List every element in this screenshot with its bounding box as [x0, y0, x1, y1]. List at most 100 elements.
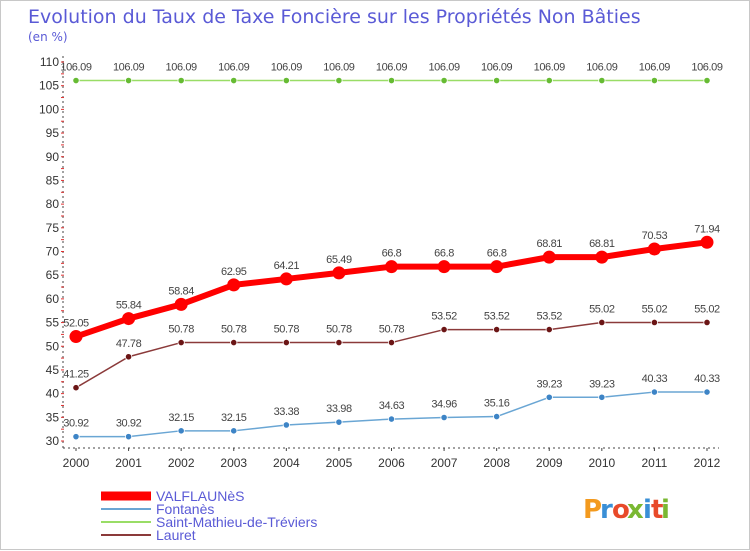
data-label: 47.78: [116, 338, 142, 350]
data-label: 32.15: [168, 412, 194, 424]
data-label: 66.8: [434, 248, 454, 260]
logo-letter: i: [661, 495, 670, 525]
series-2: 106.09 106.09 106.09 106.09 106.09 106.09 106.…: [60, 62, 723, 85]
data-point: [490, 260, 504, 274]
data-point: [387, 338, 396, 347]
data-point: [437, 260, 451, 274]
y-tick-label: 50: [46, 339, 60, 353]
data-point: [279, 272, 293, 286]
chart-title: Evolution du Taux de Taxe Foncière sur l…: [28, 6, 641, 28]
data-point: [230, 76, 238, 85]
x-tick-label: 2000: [63, 456, 90, 470]
data-point: [440, 413, 448, 422]
data-point: [545, 76, 553, 85]
data-point: [703, 388, 711, 396]
data-point: [282, 76, 290, 85]
data-point: [177, 76, 185, 85]
x-tick-label: 2005: [326, 456, 353, 470]
data-point: [124, 76, 133, 85]
data-label: 66.8: [382, 248, 402, 260]
data-label: 58.84: [168, 285, 194, 297]
data-label: 33.38: [274, 406, 300, 418]
data-point: [493, 412, 501, 421]
data-point: [647, 242, 661, 256]
data-point: [230, 427, 238, 435]
legend-label: Lauret: [156, 527, 196, 543]
x-tick-label: 2003: [220, 456, 247, 470]
data-label: 106.09: [271, 62, 303, 74]
data-label: 50.78: [379, 324, 405, 336]
data-point: [282, 338, 290, 347]
proxiti-logo: Pr ox i ti: [583, 495, 670, 525]
data-label: 39.23: [536, 378, 562, 390]
data-label: 106.09: [218, 62, 250, 74]
data-point: [72, 433, 80, 441]
data-point: [542, 250, 556, 264]
data-label: 30.92: [63, 418, 89, 430]
logo-letter: r: [600, 495, 613, 525]
data-label: 50.78: [221, 324, 247, 336]
data-label: 35.16: [484, 398, 510, 410]
x-tick-label: 2011: [642, 456, 668, 470]
data-point: [335, 418, 343, 426]
data-label: 53.52: [431, 311, 457, 323]
data-point: [650, 76, 659, 85]
y-tick-label: 85: [46, 173, 60, 187]
y-tick-label: 90: [46, 150, 60, 164]
data-point: [545, 393, 553, 401]
data-label: 34.96: [431, 399, 457, 411]
data-label: 71.94: [694, 223, 720, 235]
x-tick-label: 2001: [115, 456, 142, 470]
y-tick-label: 105: [39, 79, 59, 93]
logo-letter: i: [643, 495, 652, 525]
y-tick-label: 55: [46, 316, 60, 330]
y-tick-label: 35: [46, 410, 60, 424]
data-point: [493, 76, 501, 85]
data-label: 40.33: [642, 373, 668, 385]
x-tick-label: 2006: [378, 456, 405, 470]
legend-label: Saint-Mathieu-de-Tréviers: [156, 514, 317, 530]
series-0: 52.05 55.84 58.84 62.95 64.21 65.49 66.8 66.8 66…: [63, 223, 720, 344]
data-label: 53.52: [536, 311, 562, 323]
legend-label: VALFLAUNèS: [156, 488, 244, 504]
data-label: 106.09: [428, 62, 460, 74]
data-label: 50.78: [168, 324, 194, 336]
series-1: 30.92 30.92 32.15 32.15 33.38 33.98 34.63 34.96…: [63, 373, 720, 441]
data-point: [174, 297, 188, 311]
chart-subtitle: (en %): [28, 30, 68, 44]
data-label: 106.09: [534, 62, 566, 74]
data-label: 65.49: [326, 254, 352, 266]
data-point: [335, 338, 343, 347]
data-point: [595, 250, 609, 264]
data-point: [385, 260, 398, 274]
data-label: 39.23: [589, 378, 615, 390]
legend-label: Fontanès: [156, 501, 214, 517]
data-label: 33.98: [326, 403, 352, 415]
data-label: 70.53: [642, 230, 668, 242]
data-point: [703, 76, 711, 85]
series-layer: 30.92 30.92 32.15 32.15 33.38 33.98 34.63 34.96…: [60, 62, 723, 441]
data-label: 53.52: [484, 311, 510, 323]
data-label: 30.92: [116, 418, 142, 430]
data-label: 55.84: [116, 300, 142, 312]
x-tick-label: 2007: [431, 456, 458, 470]
data-label: 34.63: [379, 400, 405, 412]
axes: 30 35 40 45 50 55 60 65 70 75 80 85 90 95 100 105 110 200…: [39, 55, 721, 470]
data-point: [387, 415, 396, 423]
data-point: [335, 76, 343, 85]
x-tick-label: 2004: [273, 456, 300, 470]
data-point: [177, 427, 185, 435]
data-label: 106.09: [113, 62, 145, 74]
data-label: 32.15: [221, 412, 247, 424]
x-tick-label: 2010: [588, 456, 615, 470]
data-point: [700, 235, 714, 249]
data-point: [227, 278, 241, 292]
data-label: 106.09: [481, 62, 513, 74]
data-label: 55.02: [589, 303, 615, 315]
logo-letter: P: [583, 495, 602, 525]
data-label: 50.78: [274, 324, 300, 336]
data-point: [598, 76, 606, 85]
data-point: [440, 76, 448, 85]
y-tick-label: 75: [46, 221, 60, 235]
